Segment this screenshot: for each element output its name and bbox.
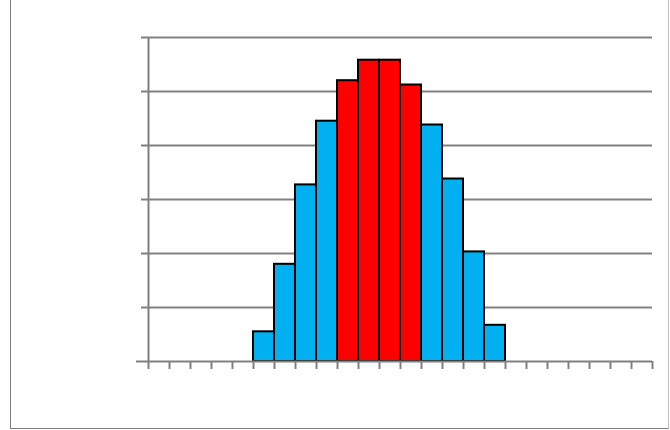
bar	[462, 250, 485, 362]
bar	[483, 323, 506, 362]
bar	[252, 330, 275, 362]
bar-highlighted	[357, 58, 380, 362]
bar	[273, 262, 296, 362]
bar	[294, 183, 317, 362]
bar-highlighted	[378, 58, 401, 362]
bar	[420, 123, 443, 362]
x-axis	[136, 36, 654, 369]
bar	[315, 119, 338, 362]
bar-highlighted	[399, 83, 422, 362]
bar	[441, 177, 464, 362]
chart-frame	[10, 0, 669, 429]
bars	[252, 58, 506, 362]
bar-highlighted	[336, 79, 359, 362]
